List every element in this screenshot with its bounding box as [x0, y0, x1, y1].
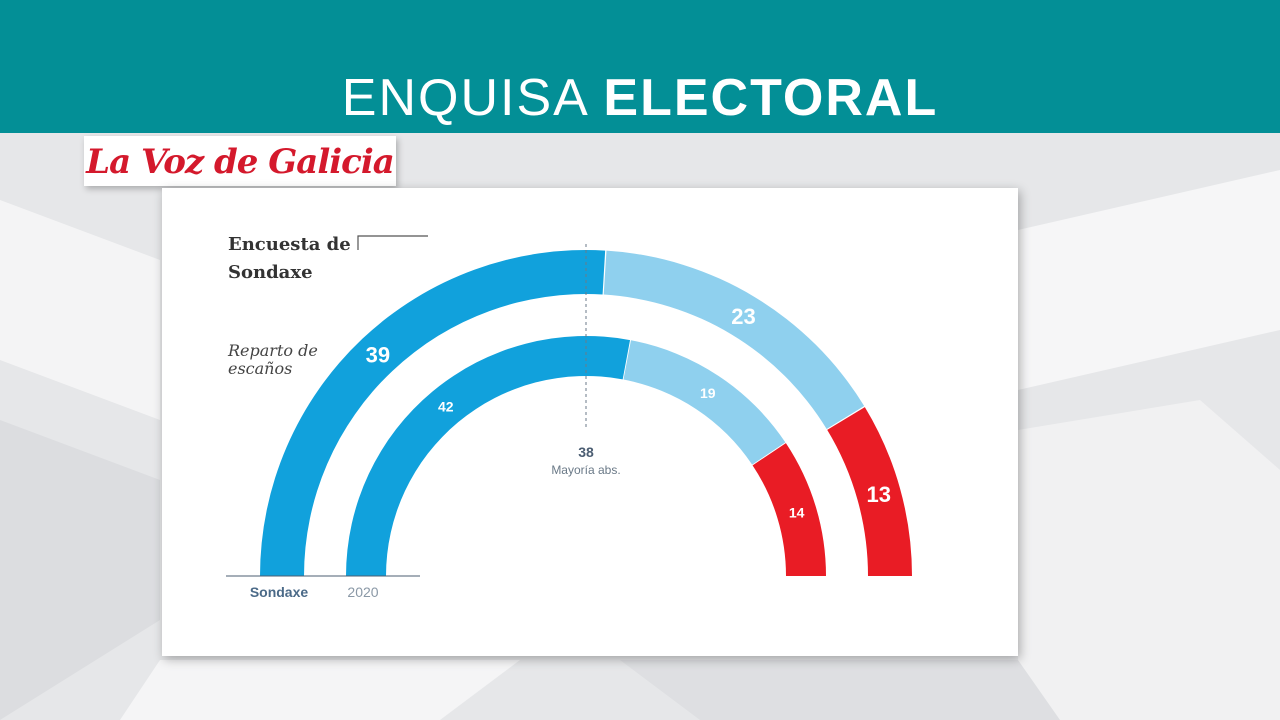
arc-segment-0-2 [827, 407, 912, 576]
arc-segment-1-0 [346, 336, 631, 576]
arc-label-1-2: 14 [789, 504, 805, 520]
chart-title-line2: Sondaxe [228, 262, 313, 283]
arc-label-0-1: 23 [731, 304, 755, 329]
chart-title: Encuesta de [228, 234, 351, 255]
chart-panel: Encuesta de Sondaxe Reparto de escaños 3… [162, 188, 1018, 656]
parliament-chart: Encuesta de Sondaxe Reparto de escaños 3… [226, 234, 912, 600]
arc-label-1-0: 42 [438, 399, 454, 415]
banner-title-part2: ELECTORAL [603, 69, 939, 127]
title-underline-box [357, 235, 428, 250]
majority-value: 38 [578, 444, 594, 460]
majority-label: Mayoría abs. [551, 463, 620, 477]
ring-label-sondaxe: Sondaxe [250, 584, 309, 600]
arc-label-0-2: 13 [867, 482, 891, 507]
arc-segment-0-1 [603, 250, 865, 429]
header-banner: ENQUISA ELECTORAL [0, 0, 1280, 133]
logo-la-voz-de-galicia: La Voz de Galicia [84, 136, 396, 186]
arc-segment-1-2 [752, 443, 826, 576]
arc-label-1-1: 19 [700, 385, 716, 401]
arc-segment-1-1 [623, 340, 786, 465]
arc-segment-0-0 [260, 250, 606, 576]
logo-text: La Voz de Galicia [86, 142, 395, 182]
chart-subtitle-line1: Reparto de [227, 341, 318, 360]
banner-title-part1: ENQUISA [341, 69, 587, 127]
banner-title: ENQUISA ELECTORAL [0, 68, 1280, 128]
chart-subtitle-line2: escaños [228, 359, 292, 378]
ring-label-2020: 2020 [347, 584, 378, 600]
arc-label-0-0: 39 [366, 342, 390, 367]
